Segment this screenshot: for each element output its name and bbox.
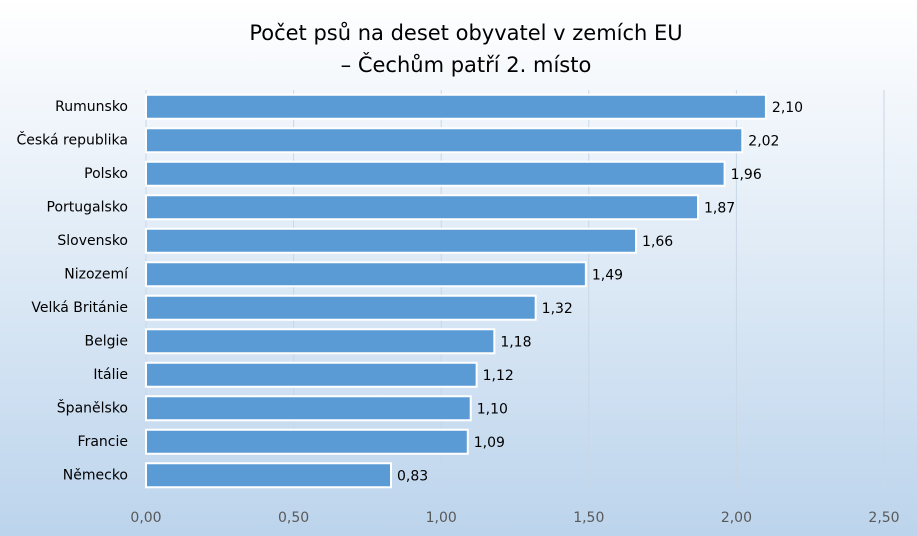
bar (145, 462, 393, 489)
bar (145, 395, 472, 422)
bar (145, 93, 767, 120)
x-tick-label: 2,00 (721, 510, 752, 526)
data-label: 2,02 (748, 133, 779, 149)
y-tick-label: Portugalsko (47, 199, 128, 215)
chart-title: – Čechům patří 2. místo (341, 52, 592, 77)
data-label: 1,87 (704, 200, 735, 216)
y-tick-label: Nizozemí (64, 266, 129, 282)
x-tick-label: 1,50 (573, 510, 604, 526)
data-label: 1,10 (477, 401, 508, 417)
bar (145, 361, 478, 388)
bar (145, 127, 744, 154)
data-label: 1,66 (642, 234, 673, 250)
bar (145, 194, 700, 221)
y-tick-label: Itálie (93, 367, 128, 383)
y-tick-label: Belgie (85, 333, 129, 349)
chart-title: Počet psů na deset obyvatel v zemích EU (249, 21, 682, 45)
data-label: 1,18 (500, 334, 531, 350)
bar (145, 328, 496, 355)
y-tick-label: Španělsko (57, 398, 128, 416)
y-tick-label: Česká republika (16, 130, 128, 148)
bar (145, 261, 587, 288)
x-tick-label: 0,00 (130, 510, 161, 526)
x-tick-label: 0,50 (278, 510, 309, 526)
data-label: 0,83 (397, 468, 428, 484)
y-tick-label: Polsko (84, 166, 128, 182)
x-tick-label: 2,50 (868, 510, 899, 526)
bar (145, 294, 537, 321)
y-tick-label: Německo (63, 467, 128, 483)
data-label: 1,49 (592, 267, 623, 283)
data-label: 2,10 (772, 100, 803, 116)
bar (145, 428, 469, 455)
y-tick-label: Rumunsko (55, 99, 128, 115)
data-label: 1,32 (542, 301, 573, 317)
bar (145, 227, 638, 254)
data-label: 1,96 (731, 167, 762, 183)
y-tick-label: Francie (78, 434, 128, 450)
y-tick-label: Slovensko (57, 233, 128, 249)
bar (145, 160, 726, 187)
data-label: 1,09 (474, 435, 505, 451)
y-tick-label: Velká Británie (31, 300, 128, 316)
data-label: 1,12 (483, 368, 514, 384)
x-tick-label: 1,00 (426, 510, 457, 526)
